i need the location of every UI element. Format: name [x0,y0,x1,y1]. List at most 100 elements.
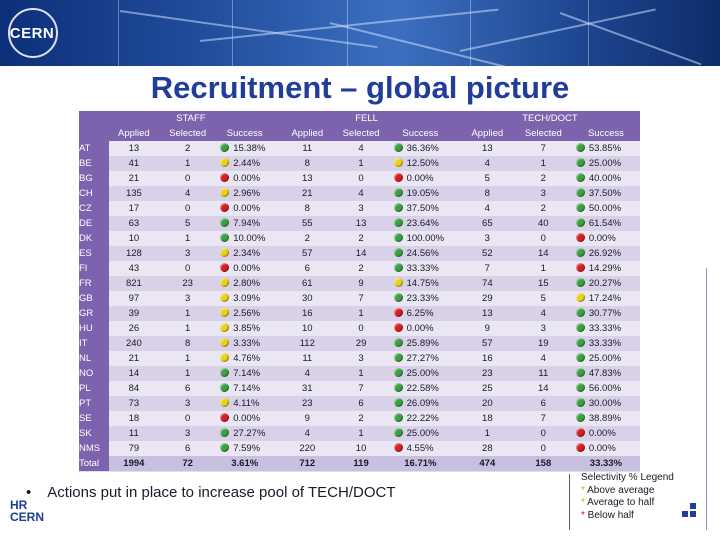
col-success: Success [571,126,640,141]
staff-selected-cell: 3 [159,291,217,306]
status-dot-icon [575,218,585,227]
status-dot-icon [220,428,230,437]
success-value: 0.00% [588,443,616,454]
status-dot-icon [393,173,403,182]
staff-selected-cell: 0 [159,411,217,426]
table-row: DK 10 1 10.00% 2 2 100.00% 3 0 0.00% [79,231,640,246]
country-code: GB [79,291,109,306]
staff-applied-cell: 13 [108,141,160,156]
group-header-tech: TECH/DOCT [459,111,640,126]
fell-success-cell: 25.00% [389,366,452,381]
tech-applied-cell: 9 [459,321,515,336]
fell-applied-cell: 220 [282,441,333,456]
tech-applied-cell: 3 [459,231,515,246]
staff-selected-cell: 1 [159,156,217,171]
success-value: 26.92% [588,248,622,259]
tech-applied-cell: 4 [459,156,515,171]
status-dot-icon [220,188,230,197]
status-dot-icon [393,188,403,197]
status-dot-icon [575,248,585,257]
tech-selected-cell: 14 [514,246,572,261]
tech-applied-cell: 8 [459,186,515,201]
legend-star: * [581,497,585,508]
fell-applied-cell: 11 [282,141,333,156]
status-dot-icon [393,203,403,212]
status-dot-icon [575,293,585,302]
fell-selected-cell: 29 [332,336,390,351]
status-dot-icon [575,323,585,332]
status-dot-icon [220,263,230,272]
staff-success-cell: 7.94% [216,216,274,231]
staff-selected-cell: 0 [159,201,217,216]
col-selected: Selected [159,126,217,141]
tech-success-cell: 30.77% [571,306,640,321]
success-value: 37.50% [588,188,622,199]
fell-success-cell: 0.00% [389,171,452,186]
country-code: NL [79,351,109,366]
table-row: FR 821 23 2.80% 61 9 14.75% 74 15 20.27% [79,276,640,291]
legend-label: Average to half [584,497,655,508]
staff-success-cell: 2.80% [216,276,274,291]
recruitment-table: STAFF FELL TECH/DOCT Applied Selected Su… [79,111,640,471]
success-value: 25.89% [406,338,439,349]
staff-selected-cell: 23 [159,276,217,291]
status-dot-icon [575,143,585,152]
success-value: 0.00% [406,173,434,184]
status-dot-icon [575,383,585,392]
total-staff-applied: 1994 [108,456,160,471]
status-dot-icon [393,218,403,227]
table-row: SK 11 3 27.27% 4 1 25.00% 1 0 0.00% [79,426,640,441]
fell-success-cell: 14.75% [389,276,452,291]
column-header-row: Applied Selected Success Applied Selecte… [79,126,640,141]
tech-success-cell: 25.00% [571,351,640,366]
fell-success-cell: 100.00% [389,231,452,246]
tech-success-cell: 17.24% [571,291,640,306]
success-value: 3.33% [233,338,261,349]
staff-success-cell: 10.00% [216,231,274,246]
status-dot-icon [220,383,230,392]
tech-applied-cell: 5 [459,171,515,186]
status-dot-icon [220,248,230,257]
fell-selected-cell: 13 [332,216,390,231]
status-dot-icon [575,368,585,377]
tech-success-cell: 0.00% [571,441,640,456]
tech-selected-cell: 0 [514,441,572,456]
status-dot-icon [220,308,230,317]
table-row: FI 43 0 0.00% 6 2 33.33% 7 1 14.29% [79,261,640,276]
fell-success-cell: 19.05% [389,186,452,201]
table-row: AT 13 2 15.38% 11 4 36.36% 13 7 53.85% [79,141,640,156]
status-dot-icon [575,233,585,242]
staff-applied-cell: 79 [108,441,160,456]
success-value: 22.22% [406,413,439,424]
status-dot-icon [393,398,403,407]
header-banner: CERN [0,0,720,66]
success-value: 7.59% [233,443,261,454]
fell-success-cell: 22.22% [389,411,452,426]
staff-selected-cell: 0 [159,261,217,276]
total-tech-applied: 474 [459,456,515,471]
fell-success-cell: 33.33% [389,261,452,276]
fell-applied-cell: 6 [282,261,333,276]
tech-success-cell: 56.00% [571,381,640,396]
staff-selected-cell: 5 [159,216,217,231]
fell-applied-cell: 31 [282,381,333,396]
fell-selected-cell: 2 [332,411,390,426]
success-value: 25.00% [406,428,439,439]
fell-applied-cell: 55 [282,216,333,231]
total-fell-success: 16.71% [389,456,452,471]
page-title: Recruitment – global picture [150,70,570,105]
tech-selected-cell: 4 [514,351,572,366]
staff-applied-cell: 41 [108,156,160,171]
staff-selected-cell: 4 [159,186,217,201]
status-dot-icon [393,368,403,377]
tech-success-cell: 14.29% [571,261,640,276]
country-code: DE [79,216,109,231]
fell-selected-cell: 3 [332,201,390,216]
status-dot-icon [220,413,230,422]
fell-applied-cell: 11 [282,351,333,366]
fell-applied-cell: 21 [282,186,333,201]
staff-applied-cell: 128 [108,246,160,261]
tech-selected-cell: 1 [514,156,572,171]
success-value: 36.36% [406,143,439,154]
total-tech-selected: 158 [514,456,572,471]
